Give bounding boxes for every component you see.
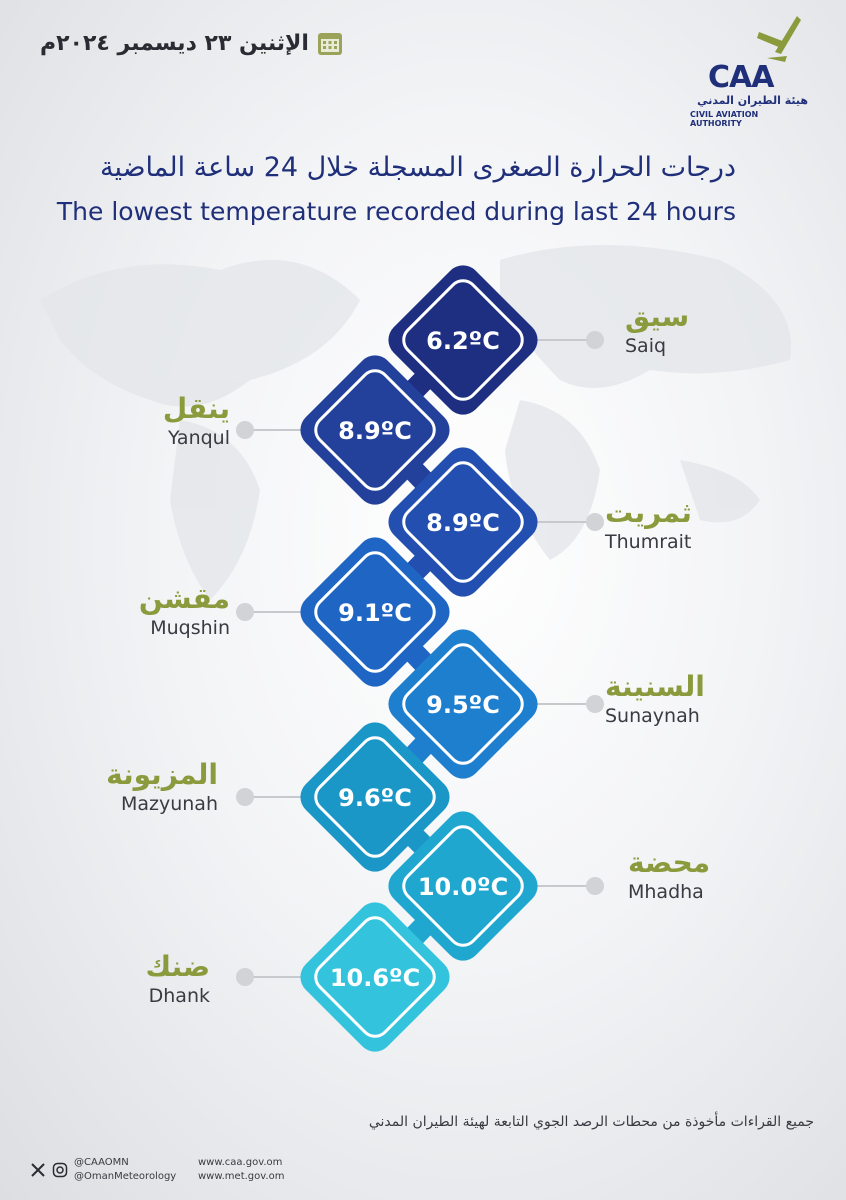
leader-dot [586, 513, 604, 531]
logo-english-name: CIVIL AVIATION AUTHORITY [690, 110, 759, 128]
station-name-english: Muqshin [150, 617, 230, 639]
caa-logo: CAA هيئة الطيران المدني CIVIL AVIATION A… [690, 12, 830, 128]
diamond-inner-border [402, 825, 524, 947]
diamond-outer [388, 811, 538, 961]
temperature-value: 9.1ºC [338, 599, 412, 627]
leader-dot [236, 421, 254, 439]
date-text: الإثنين ٢٣ ديسمبر ٢٠٢٤م [40, 30, 309, 56]
diamond-inner-border [314, 369, 436, 491]
station-name-english: Yanqul [167, 427, 230, 449]
station-name-english: Saiq [625, 335, 667, 357]
station-name-arabic: ضنك [145, 950, 210, 983]
diamond-outer [388, 447, 538, 597]
diamond-inner-border [314, 916, 436, 1038]
diamond-inner-border [314, 736, 436, 858]
social-handle-caa[interactable]: @CAAOMN [74, 1157, 129, 1168]
leader-dot [236, 603, 254, 621]
leader-dot [236, 968, 254, 986]
diamond-outer [300, 722, 450, 872]
diamond-inner-border [402, 643, 524, 765]
social-handles: @CAAOMN @OmanMeteorology [30, 1156, 176, 1184]
temperature-diamond: 10.0ºC [388, 811, 538, 961]
station-label-saiq: سيق Saiq [625, 300, 765, 357]
temperature-diamond: 8.9ºC [300, 355, 450, 505]
temperature-value: 6.2ºC [426, 327, 500, 355]
title-arabic: درجات الحرارة الصغرى المسجلة خلال 24 ساع… [99, 152, 736, 183]
logo-arabic-name: هيئة الطيران المدني [697, 94, 808, 107]
temperature-value: 8.9ºC [426, 509, 500, 537]
calendar-icon [317, 33, 342, 55]
x-icon[interactable] [30, 1162, 46, 1178]
station-name-arabic: المزيونة [106, 758, 218, 791]
station-label-mhadha: محضة Mhadha [628, 846, 768, 903]
plane-logo-icon [757, 16, 801, 62]
diamond-inner-border [314, 551, 436, 673]
station-name-arabic: سيق [625, 300, 690, 333]
temperature-diamond: 10.6ºC [300, 902, 450, 1052]
leader-dot [586, 877, 604, 895]
leader-dot [586, 331, 604, 349]
station-name-english: Mhadha [628, 881, 704, 903]
station-name-arabic: ينقل [162, 392, 230, 425]
websites: www.caa.gov.om www.met.gov.om [192, 1156, 284, 1184]
station-name-arabic: ثمريت [605, 496, 692, 529]
instagram-icon[interactable] [52, 1162, 68, 1178]
temperature-diamond: 9.6ºC [300, 722, 450, 872]
leader-dot [586, 695, 604, 713]
station-name-english: Dhank [148, 985, 210, 1007]
footer-note: جميع القراءات مأخوذة من محطات الرصد الجو… [368, 1114, 814, 1130]
leader-dot [236, 788, 254, 806]
title-english: The lowest temperature recorded during l… [56, 197, 736, 226]
station-label-sunaynah: السنينة Sunaynah [605, 670, 745, 727]
station-name-english: Thumrait [605, 531, 692, 553]
station-name-english: Mazyunah [120, 793, 218, 815]
station-name-arabic: السنينة [605, 670, 705, 703]
temperature-diamond: 9.5ºC [388, 629, 538, 779]
temperature-diamond: 9.1ºC [300, 537, 450, 687]
temperature-diamond: 8.9ºC [388, 447, 538, 597]
station-label-dhank: ضنك Dhank [70, 950, 210, 1007]
website-caa[interactable]: www.caa.gov.om [198, 1157, 283, 1168]
diamond-inner-border [402, 461, 524, 583]
temperature-value: 9.5ºC [426, 691, 500, 719]
temperature-value: 9.6ºC [338, 784, 412, 812]
diamond-inner-border [402, 279, 524, 401]
station-name-arabic: محضة [628, 846, 711, 879]
date-block: الإثنين ٢٣ ديسمبر ٢٠٢٤م [40, 30, 343, 56]
diamond-outer [300, 355, 450, 505]
diamond-outer [300, 902, 450, 1052]
station-label-mazyunah: المزيونة Mazyunah [78, 758, 218, 815]
social-handle-met[interactable]: @OmanMeteorology [74, 1171, 177, 1182]
station-name-arabic: مقشن [138, 582, 230, 615]
temperature-value: 10.0ºC [418, 873, 508, 901]
website-met[interactable]: www.met.gov.om [198, 1171, 285, 1182]
station-label-yanqul: ينقل Yanqul [90, 392, 230, 449]
temperature-value: 10.6ºC [330, 964, 420, 992]
diamond-outer [300, 537, 450, 687]
station-label-muqshin: مقشن Muqshin [90, 582, 230, 639]
diamond-outer [388, 265, 538, 415]
station-name-english: Sunaynah [605, 705, 700, 727]
temperature-value: 8.9ºC [338, 417, 412, 445]
temperature-diamond: 6.2ºC [388, 265, 538, 415]
station-label-thumrait: ثمريت Thumrait [605, 496, 745, 553]
diamond-outer [388, 629, 538, 779]
logo-wordmark: CAA [708, 60, 774, 95]
